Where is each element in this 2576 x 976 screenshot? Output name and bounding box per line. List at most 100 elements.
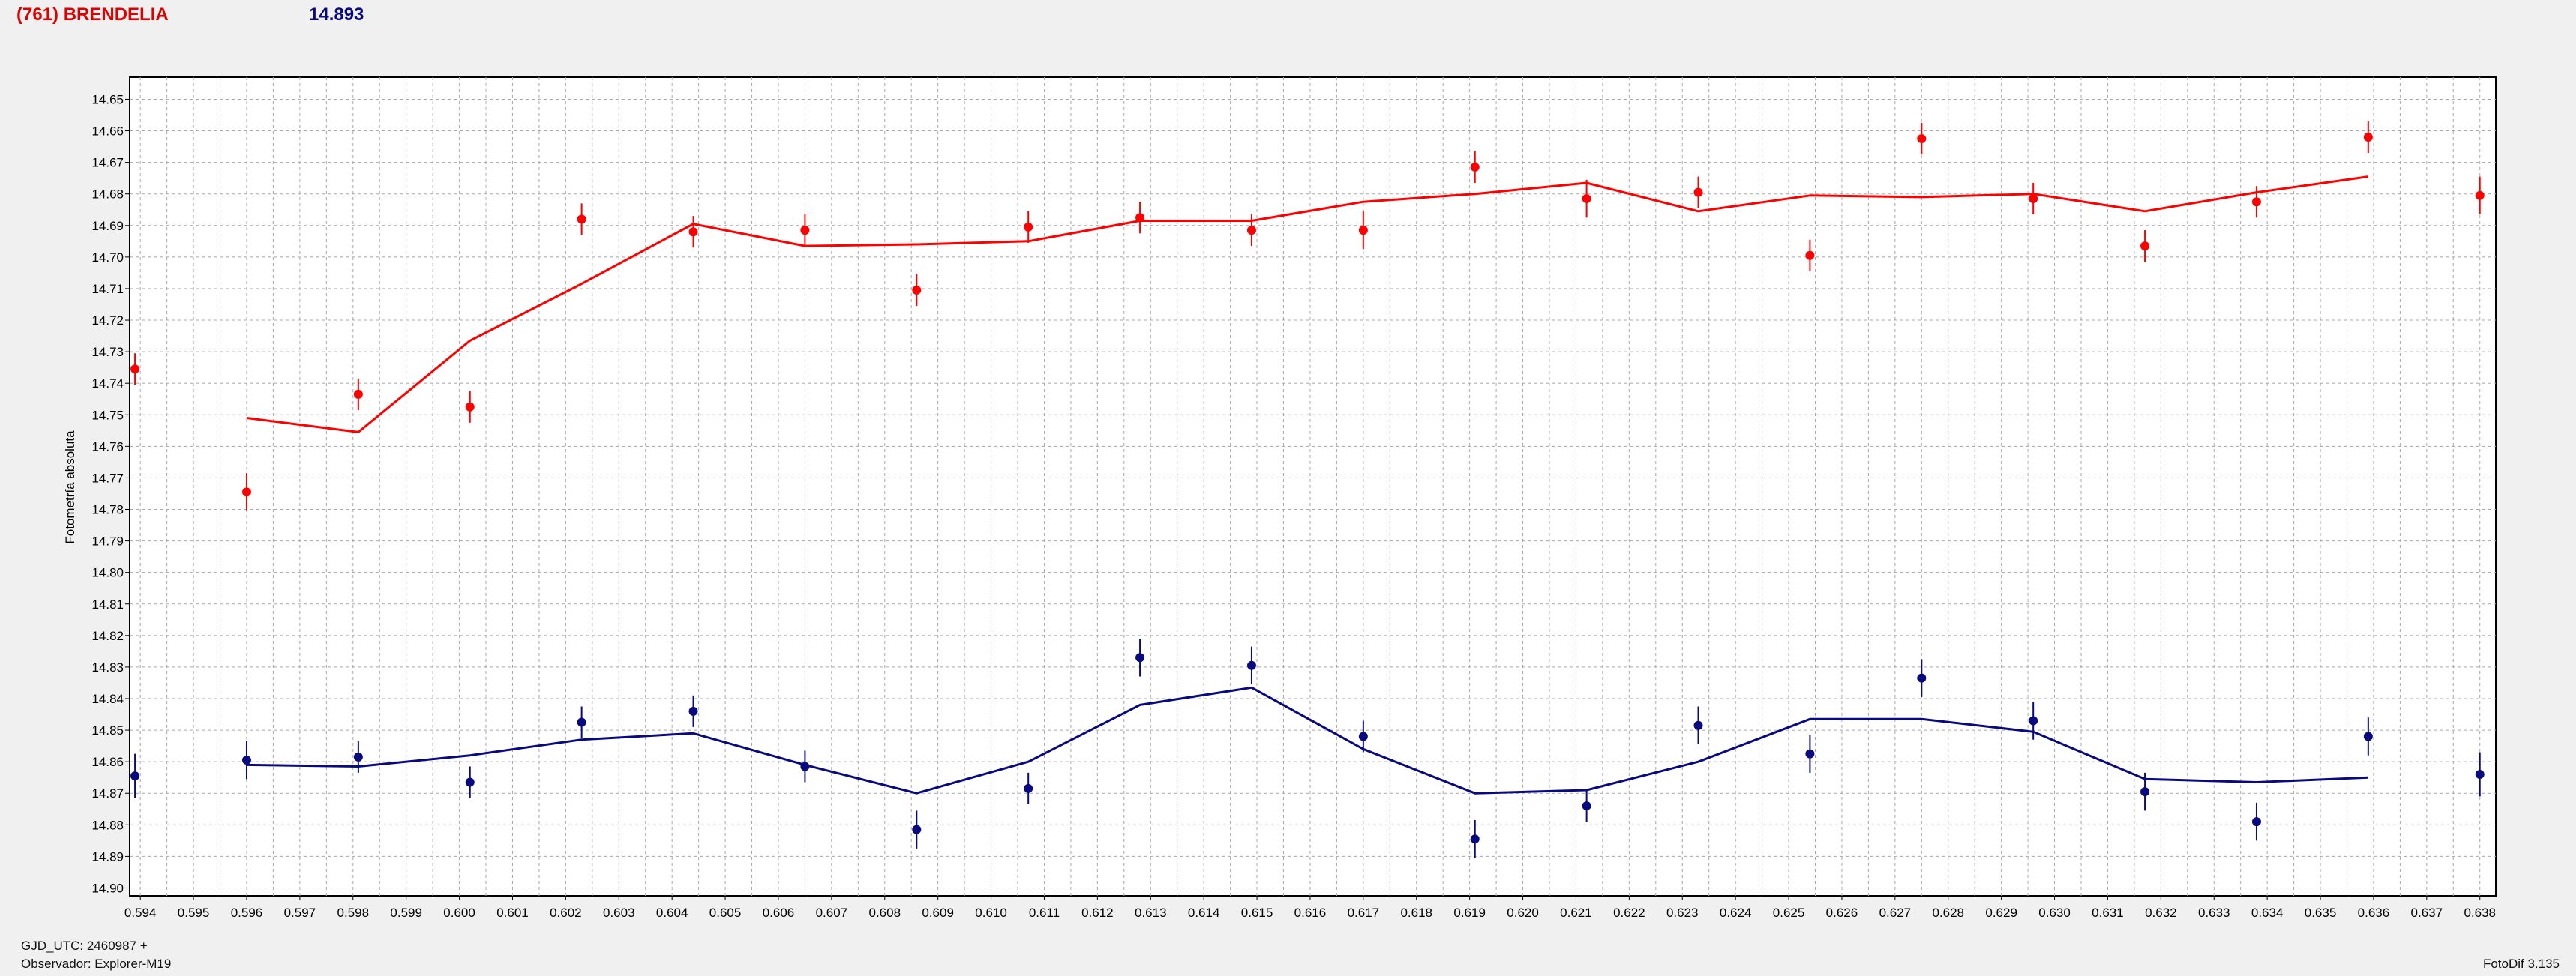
- y-tick-label: 14.71: [91, 282, 124, 296]
- data-point: [1917, 134, 1927, 144]
- data-point: [1246, 660, 1256, 670]
- x-tick-label: 0.620: [1507, 906, 1539, 920]
- y-tick-label: 14.78: [91, 503, 124, 517]
- data-point: [800, 762, 810, 771]
- y-tick-label: 14.85: [91, 723, 124, 738]
- x-tick-label: 0.627: [1879, 906, 1912, 920]
- x-tick-label: 0.634: [2251, 906, 2284, 920]
- x-tick-label: 0.612: [1081, 906, 1114, 920]
- x-tick-label: 0.610: [975, 906, 1007, 920]
- data-point: [1582, 194, 1591, 204]
- x-tick-label: 0.632: [2145, 906, 2177, 920]
- y-tick-label: 14.80: [91, 566, 124, 580]
- data-point: [1358, 732, 1368, 741]
- data-point: [2475, 769, 2485, 779]
- x-tick-label: 0.618: [1400, 906, 1432, 920]
- x-tick-label: 0.611: [1029, 906, 1060, 920]
- data-point: [688, 706, 698, 716]
- data-point: [1693, 187, 1703, 197]
- data-point: [465, 402, 475, 412]
- software-version: FotoDif 3.135: [2482, 957, 2560, 971]
- x-tick-label: 0.615: [1241, 906, 1273, 920]
- data-point: [2140, 241, 2150, 251]
- data-point: [353, 752, 363, 762]
- x-tick-label: 0.628: [1932, 906, 1964, 920]
- x-tick-label: 0.617: [1348, 906, 1380, 920]
- object-name: (761) BRENDELIA: [16, 4, 169, 25]
- data-point: [1805, 749, 1815, 759]
- reference-magnitude: 14.893: [309, 4, 364, 25]
- x-tick-label: 0.630: [2038, 906, 2071, 920]
- y-tick-label: 14.83: [91, 660, 124, 675]
- x-tick-label: 0.625: [1773, 906, 1805, 920]
- x-axis-ticks: 0.594 0.595 0.596 0.597 0.598 0.599 0.600 0.601…: [124, 896, 2496, 920]
- data-point: [465, 777, 475, 787]
- data-point: [130, 364, 140, 374]
- data-point: [2029, 716, 2038, 726]
- data-point: [2029, 194, 2038, 204]
- x-tick-label: 0.608: [868, 906, 901, 920]
- data-point: [1582, 801, 1591, 811]
- x-tick-label: 0.605: [709, 906, 742, 920]
- y-tick-label: 14.70: [91, 250, 124, 265]
- y-tick-label: 14.68: [91, 187, 124, 202]
- gjd-label: GJD_UTC: 2460987 +: [21, 939, 148, 953]
- x-tick-label: 0.622: [1613, 906, 1645, 920]
- y-tick-label: 14.77: [91, 471, 124, 485]
- data-point: [1693, 720, 1703, 730]
- y-tick-label: 14.90: [91, 881, 124, 895]
- data-point: [1470, 162, 1480, 172]
- data-point: [577, 717, 586, 727]
- x-tick-label: 0.613: [1135, 906, 1167, 920]
- y-tick-label: 14.75: [91, 408, 124, 422]
- data-point: [577, 214, 586, 224]
- y-tick-label: 14.81: [91, 597, 124, 612]
- x-tick-label: 0.597: [284, 906, 316, 920]
- data-point: [1135, 653, 1145, 663]
- x-tick-label: 0.594: [124, 906, 157, 920]
- data-point: [800, 226, 810, 235]
- x-tick-label: 0.603: [603, 906, 635, 920]
- data-point: [1805, 250, 1815, 260]
- y-tick-label: 14.89: [91, 849, 124, 864]
- series-1: [130, 121, 2485, 511]
- series-2: [130, 639, 2485, 858]
- x-tick-label: 0.599: [390, 906, 422, 920]
- y-tick-label: 14.86: [91, 755, 124, 769]
- x-tick-label: 0.624: [1720, 906, 1752, 920]
- data-point: [912, 825, 922, 834]
- y-tick-label: 14.79: [91, 534, 124, 549]
- x-tick-label: 0.607: [816, 906, 848, 920]
- y-axis-ticks: 14.65 14.66 14.67 14.68 14.69 14.70 14.71 14.72…: [91, 92, 130, 895]
- x-tick-label: 0.609: [922, 906, 954, 920]
- x-tick-label: 0.614: [1188, 906, 1220, 920]
- data-point: [1024, 222, 1033, 232]
- x-tick-label: 0.629: [1985, 906, 2017, 920]
- x-tick-label: 0.621: [1560, 906, 1592, 920]
- x-tick-label: 0.604: [656, 906, 688, 920]
- data-point: [2251, 817, 2261, 827]
- x-tick-label: 0.638: [2464, 906, 2496, 920]
- x-tick-label: 0.633: [2198, 906, 2230, 920]
- data-point: [688, 227, 698, 237]
- data-point: [1470, 834, 1480, 844]
- x-tick-label: 0.626: [1826, 906, 1858, 920]
- data-point: [1024, 783, 1033, 793]
- data-point: [2363, 132, 2373, 142]
- y-tick-label: 14.76: [91, 439, 124, 454]
- y-tick-label: 14.67: [91, 156, 124, 170]
- x-tick-label: 0.598: [337, 906, 370, 920]
- y-tick-label: 14.73: [91, 345, 124, 359]
- x-tick-label: 0.600: [443, 906, 475, 920]
- data-point: [1246, 226, 1256, 235]
- y-tick-label: 14.69: [91, 219, 124, 233]
- y-tick-label: 14.88: [91, 818, 124, 832]
- data-point: [1135, 213, 1145, 223]
- y-tick-label: 14.74: [91, 376, 124, 391]
- grid: [130, 77, 2496, 896]
- data-point: [241, 756, 251, 765]
- x-tick-label: 0.596: [231, 906, 263, 920]
- data-point: [2363, 732, 2373, 741]
- x-tick-label: 0.595: [178, 906, 210, 920]
